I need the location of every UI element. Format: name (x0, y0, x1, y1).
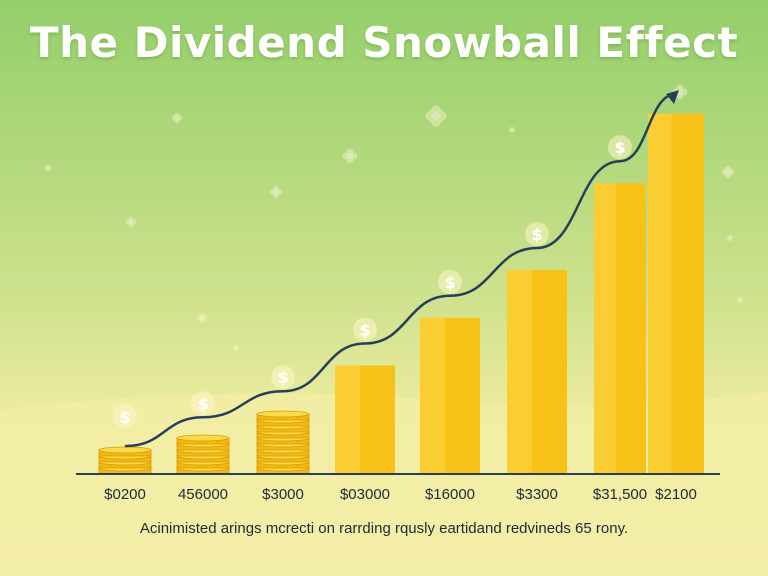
svg-text:$: $ (359, 321, 370, 340)
x-tick-label: $03000 (339, 486, 391, 503)
sparkle-icon (508, 126, 516, 134)
bar (507, 270, 567, 474)
x-tick-label: $31,500 (592, 486, 648, 503)
dollar-badge-icon: $ (438, 269, 462, 294)
x-tick-label: $3000 (262, 486, 304, 503)
x-tick-label: 456000 (177, 486, 229, 503)
x-tick-label: $0200 (104, 486, 146, 503)
sparkle-icon (125, 216, 137, 228)
svg-text:$: $ (444, 273, 455, 292)
bar (335, 365, 395, 474)
dollar-badge-icon: $ (191, 391, 215, 416)
sparkle-icon (726, 234, 734, 242)
sparkle-icon (171, 112, 183, 124)
dollar-badge-icon: $ (608, 135, 632, 160)
sparkle-icon (232, 344, 240, 352)
sparkle-icon (44, 164, 52, 172)
dollar-badge-icon: $ (271, 365, 295, 390)
dollar-badge-icon: $ (525, 222, 549, 247)
arrow-head-icon (666, 90, 679, 104)
sparkle-icon (736, 296, 744, 304)
sparkle-decorations (44, 84, 744, 352)
bar (594, 183, 646, 474)
x-tick-label: $2100 (655, 486, 697, 503)
trend-curve (124, 92, 678, 448)
bar (648, 113, 704, 474)
chart-caption: Acinimisted arings mcrecti on rarrding r… (139, 520, 629, 537)
dollar-badge-icon: $ (113, 404, 137, 429)
sparkle-icon (196, 312, 208, 324)
svg-text:$: $ (119, 407, 130, 426)
bar (420, 317, 480, 474)
chart-title: The Dividend Snowball Effect (29, 18, 739, 67)
svg-text:$: $ (614, 138, 625, 157)
bar-series (98, 113, 704, 475)
x-tick-label: $16000 (424, 486, 476, 503)
coin-stack-icon (256, 410, 310, 475)
x-tick-label: $3300 (516, 486, 558, 503)
sparkle-icon (269, 185, 283, 199)
sparkle-icon (425, 105, 447, 127)
sparkle-icon (342, 148, 358, 164)
dollar-badges: $ $ $ $ $ $ $ (113, 135, 632, 429)
coin-stack-icon (176, 434, 230, 475)
coin-stack-icon (98, 446, 152, 475)
svg-text:$: $ (531, 225, 542, 244)
svg-text:$: $ (277, 368, 288, 387)
sparkle-icon (672, 84, 688, 100)
svg-text:$: $ (197, 394, 208, 413)
dollar-badge-icon: $ (353, 317, 377, 342)
sparkle-icon (721, 165, 735, 179)
